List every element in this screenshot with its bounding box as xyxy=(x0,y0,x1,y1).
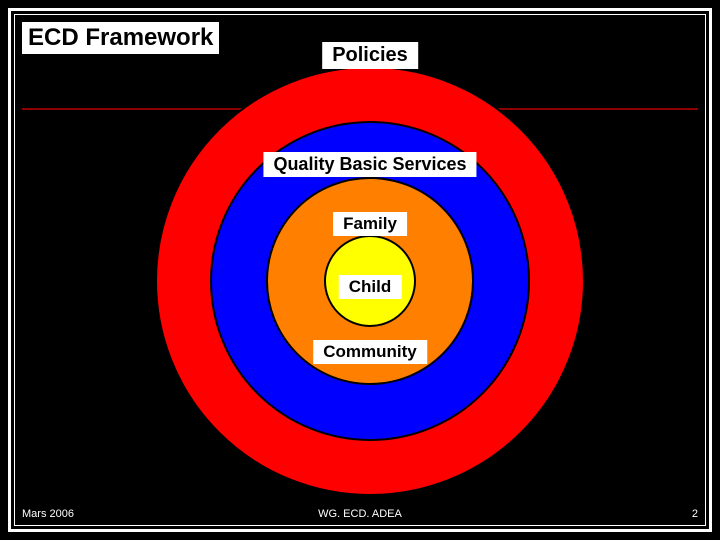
footer: Mars 2006 WG. ECD. ADEA 2 xyxy=(22,508,698,520)
ring-label2-2: Community xyxy=(313,340,427,364)
footer-left: Mars 2006 xyxy=(22,508,74,520)
footer-center: WG. ECD. ADEA xyxy=(22,508,698,520)
ring-label-2: Family xyxy=(333,212,407,236)
ring-label-1: Quality Basic Services xyxy=(263,152,476,177)
ring-label-3: Child xyxy=(339,275,402,299)
ring-label-0: Policies xyxy=(322,42,418,69)
page-title: ECD Framework xyxy=(22,22,219,54)
slide: ECD Framework Policies Quality Basic Serv… xyxy=(0,0,720,540)
footer-right: 2 xyxy=(692,508,698,520)
